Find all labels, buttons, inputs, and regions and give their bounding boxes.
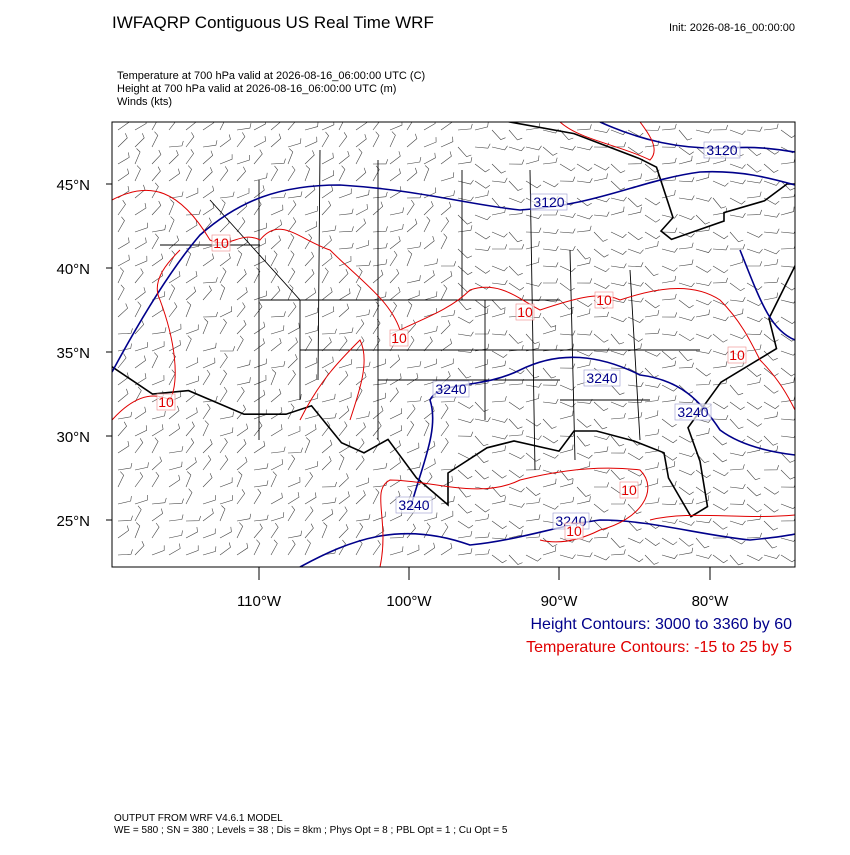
lat-label: 30°N xyxy=(56,429,90,446)
height-contour-label: 3240 xyxy=(586,370,617,386)
field-description: Height at 700 hPa valid at 2026-08-16_06… xyxy=(117,83,396,95)
field-description: Temperature at 700 hPa valid at 2026-08-… xyxy=(117,70,425,82)
lat-label: 45°N xyxy=(56,177,90,194)
temperature-contour-label: 10 xyxy=(517,304,533,320)
height-contour-label: 3120 xyxy=(533,194,564,210)
lon-label: 100°W xyxy=(386,593,432,610)
lat-label: 25°N xyxy=(56,513,90,530)
temperature-contour-label: 10 xyxy=(566,523,582,539)
height-contour-label: 3240 xyxy=(435,381,466,397)
temperature-contour-label: 10 xyxy=(621,482,637,498)
lon-label: 90°W xyxy=(541,593,579,610)
footer-line: WE = 580 ; SN = 380 ; Levels = 38 ; Dis … xyxy=(114,825,508,836)
lat-label: 40°N xyxy=(56,261,90,278)
height-contour-label: 3240 xyxy=(398,497,429,513)
field-description: Winds (kts) xyxy=(117,96,172,108)
legend-height: Height Contours: 3000 to 3360 by 60 xyxy=(530,616,792,633)
footer-line: OUTPUT FROM WRF V4.6.1 MODEL xyxy=(114,813,283,824)
map-area: 3120312032403240324032403240101010101010… xyxy=(39,115,850,567)
lon-label: 110°W xyxy=(237,593,282,610)
temperature-contour-label: 10 xyxy=(596,292,612,308)
temperature-contour-label: 10 xyxy=(729,347,745,363)
lon-label: 80°W xyxy=(692,593,730,610)
title: IWFAQRP Contiguous US Real Time WRF xyxy=(112,13,434,32)
lat-label: 35°N xyxy=(56,345,90,362)
legend-temperature: Temperature Contours: -15 to 25 by 5 xyxy=(526,639,792,656)
temperature-contour-label: 10 xyxy=(391,330,407,346)
temperature-contour-label: 10 xyxy=(213,235,229,251)
height-contour-label: 3240 xyxy=(677,404,708,420)
init-time: Init: 2026-08-16_00:00:00 xyxy=(669,22,795,34)
temperature-contour-label: 10 xyxy=(158,394,174,410)
height-contour-label: 3120 xyxy=(706,142,737,158)
